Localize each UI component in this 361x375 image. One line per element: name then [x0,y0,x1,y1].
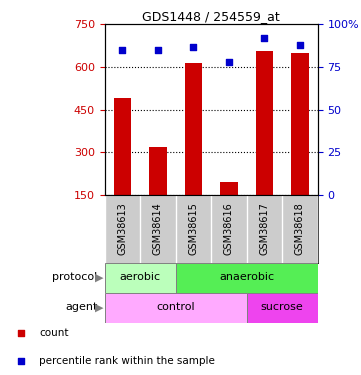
Text: GSM38613: GSM38613 [117,202,127,255]
Title: GDS1448 / 254559_at: GDS1448 / 254559_at [142,10,280,23]
Text: sucrose: sucrose [261,303,304,312]
Text: count: count [39,328,69,338]
Point [226,59,232,65]
Bar [291,53,309,195]
Text: GSM38618: GSM38618 [295,202,305,255]
Point [191,44,196,50]
Text: GSM38616: GSM38616 [224,202,234,255]
Bar [176,262,318,292]
Text: ▶: ▶ [95,303,104,312]
Bar [184,63,202,195]
Text: aerobic: aerobic [119,273,161,282]
Bar [105,292,247,322]
Bar [105,262,176,292]
Point [18,357,24,363]
Text: agent: agent [65,303,97,312]
Point [119,47,125,53]
Text: ▶: ▶ [95,273,104,282]
Point [297,42,303,48]
Point [18,330,24,336]
Bar [220,182,238,195]
Point [155,47,161,53]
Text: GSM38617: GSM38617 [260,202,269,255]
Bar [256,51,273,195]
Text: GSM38615: GSM38615 [188,202,199,255]
Text: GSM38614: GSM38614 [153,202,163,255]
Point [261,35,267,41]
Bar [149,147,167,195]
Text: protocol: protocol [52,273,97,282]
Text: percentile rank within the sample: percentile rank within the sample [39,356,215,366]
Text: anaerobic: anaerobic [219,273,274,282]
Text: control: control [156,303,195,312]
Bar [247,292,318,322]
Bar [114,98,131,195]
